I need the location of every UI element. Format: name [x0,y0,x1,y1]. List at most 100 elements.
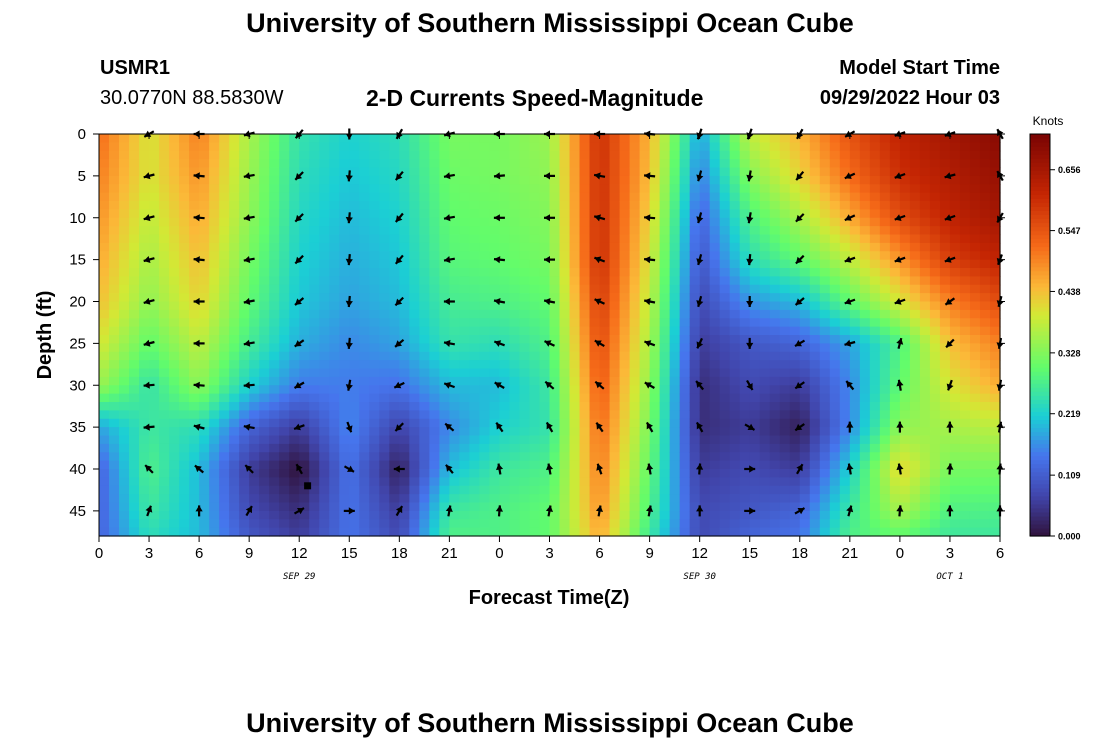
heatmap-cell [499,368,511,378]
heatmap-cell [519,226,531,236]
heatmap-cell [429,175,440,185]
heatmap-cell [249,276,260,286]
arrow-head [844,297,852,305]
heatmap-cell [799,159,811,169]
heatmap-cell [219,284,230,294]
heatmap-cell [619,402,631,411]
heatmap-cell [929,175,941,185]
colorbar-band [1030,411,1050,416]
heatmap-cell [759,242,771,252]
heatmap-cell [739,268,751,277]
heatmap-cell [759,159,771,169]
heatmap-cell [429,301,440,311]
heatmap-cell [309,167,320,177]
heatmap-cell [699,309,711,319]
heatmap-cell [989,134,1001,143]
heatmap-cell [249,443,260,453]
heatmap-cell [409,167,420,177]
heatmap-cell [499,427,511,437]
arrow-head [444,339,451,347]
heatmap-cell [159,485,170,495]
heatmap-cell [179,376,190,386]
heatmap-cell [869,217,881,227]
heatmap-cell [689,527,701,537]
heatmap-cell [889,326,901,336]
heatmap-cell [119,443,130,453]
heatmap-cell [759,150,771,160]
heatmap-cell [709,335,721,344]
heatmap-cell [339,318,350,328]
heatmap-cell [969,460,981,470]
heatmap-cell [469,293,481,303]
heatmap-cell [339,226,350,236]
heatmap-cell [129,343,140,353]
heatmap-cell [409,217,420,227]
heatmap-cell [279,360,290,370]
heatmap-cell [229,485,240,495]
arrow-head [193,214,200,222]
heatmap-cell [599,134,611,143]
heatmap-cell [749,242,761,252]
heatmap-cell [719,150,731,160]
heatmap-cell [559,443,571,453]
heatmap-cell [109,510,120,520]
heatmap-cell [659,519,671,529]
arrow-head [393,465,400,473]
arrow-head [444,382,452,389]
heatmap-cell [399,368,410,378]
heatmap-cell [639,259,651,269]
heatmap-cell [769,443,781,453]
heatmap-cell [289,226,300,236]
heatmap-cell [179,159,190,169]
current-arrow [894,172,906,180]
heatmap-cell [889,519,901,529]
heatmap-cell [119,159,130,169]
heatmap-cell [469,376,481,386]
heatmap-cell [229,284,240,294]
heatmap-cell [499,393,511,403]
heatmap-cell [919,259,931,269]
heatmap-cell [499,351,511,361]
heatmap-cell [649,293,661,303]
heatmap-cell [989,293,1001,303]
heatmap-cell [669,251,681,261]
heatmap-cell [219,519,230,529]
heatmap-cell [269,184,280,194]
heatmap-cell [889,150,901,160]
heatmap-cell [779,167,791,177]
heatmap-cell [479,326,491,336]
heatmap-cell [309,234,320,244]
heatmap-cell [229,293,240,303]
heatmap-cell [689,159,701,169]
heatmap-cell [489,259,501,269]
heatmap-cell [319,435,330,445]
heatmap-cell [349,510,360,520]
heatmap-cell [339,184,350,194]
heatmap-cell [159,469,170,478]
heatmap-cell [249,393,260,403]
current-arrow [545,505,553,517]
heatmap-cell [819,485,831,495]
heatmap-cell [659,402,671,411]
heatmap-cell [349,150,360,160]
heatmap-cell [929,477,941,487]
heatmap-cell [409,360,420,370]
heatmap-cell [859,477,871,487]
heatmap-cell [509,167,521,177]
heatmap-cell [319,276,330,286]
heatmap-cell [609,201,621,210]
heatmap-cell [359,192,370,202]
current-arrow [243,381,255,389]
heatmap-cell [499,284,511,294]
heatmap-cell [589,368,601,378]
heatmap-cell [279,301,290,311]
arrow-head [944,214,952,221]
heatmap-cell [549,293,561,303]
heatmap-cell [119,134,130,143]
heatmap-cell [969,201,981,210]
heatmap-cell [189,351,200,361]
current-arrow [193,339,205,347]
heatmap-cell [109,402,120,411]
heatmap-cell [839,435,851,445]
heatmap-cell [529,259,541,269]
